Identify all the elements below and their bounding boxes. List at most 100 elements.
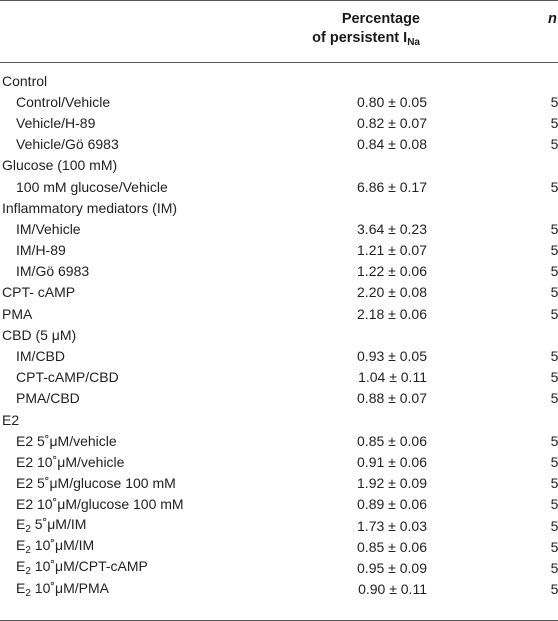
row-n (551, 324, 558, 345)
row-value: 0.90 ± 0.11 (319, 579, 427, 600)
column-header-percentage: Percentage of persistent INa (220, 10, 420, 52)
table-row: Vehicle/Gö 6983 0.84 ± 0.08 5 (0, 134, 558, 155)
group-label: E2 (0, 409, 319, 430)
table-row: E2 5˚μM/vehicle 0.85 ± 0.06 5 (0, 430, 558, 451)
row-value: 1.04 ± 0.11 (319, 367, 427, 388)
group-label: Control (0, 70, 319, 91)
group-label: CBD (5 μM) (0, 324, 319, 345)
row-n: 5 (551, 557, 558, 578)
row-value: 0.88 ± 0.07 (319, 388, 427, 409)
row-n: 5 (551, 218, 558, 239)
row-label: IM/CBD (0, 345, 319, 366)
table-row: E2 10˚μM/PMA 0.90 ± 0.11 5 (0, 579, 558, 600)
row-spacer (427, 367, 551, 388)
row-value: 2.20 ± 0.08 (319, 282, 427, 303)
table-row: E2 10˚μM/IM 0.85 ± 0.06 5 (0, 536, 558, 557)
row-label-rest: 5˚μM/IM (31, 516, 87, 532)
row-value: 0.93 ± 0.05 (319, 345, 427, 366)
row-label: Control/Vehicle (0, 91, 319, 112)
row-label-rest: 10˚μM/PMA (31, 580, 109, 596)
row-n: 5 (551, 134, 558, 155)
column-header-line2-text: of persistent I (312, 30, 407, 46)
row-value: 1.73 ± 0.03 (319, 515, 427, 536)
row-spacer (427, 473, 551, 494)
row-value (319, 155, 427, 176)
row-value: 0.84 ± 0.08 (319, 134, 427, 155)
row-label: E2 10˚μM/vehicle (0, 451, 319, 472)
table-row: CPT- cAMP 2.20 ± 0.08 5 (0, 282, 558, 303)
row-n: 5 (551, 451, 558, 472)
table-row: IM/Vehicle 3.64 ± 0.23 5 (0, 218, 558, 239)
row-value (319, 70, 427, 91)
row-spacer (427, 91, 551, 112)
row-value: 0.89 ± 0.06 (319, 494, 427, 515)
table-rows: Control Control/Vehicle 0.80 ± 0.05 5 Vehicl… (0, 70, 558, 600)
row-spacer (427, 218, 551, 239)
row-label-rest: 10˚μM/CPT-cAMP (31, 558, 148, 574)
row-n: 5 (551, 91, 558, 112)
group-label: CPT- cAMP (0, 282, 319, 303)
row-spacer (427, 134, 551, 155)
table-row: E2 5˚μM/IM 1.73 ± 0.03 5 (0, 515, 558, 536)
row-spacer (427, 430, 551, 451)
row-label: IM/Vehicle (0, 218, 319, 239)
table-row: IM/H-89 1.21 ± 0.07 5 (0, 240, 558, 261)
row-value: 3.64 ± 0.23 (319, 218, 427, 239)
table-row: 100 mM glucose/Vehicle 6.86 ± 0.17 5 (0, 176, 558, 197)
row-n: 5 (551, 176, 558, 197)
row-n: 5 (551, 345, 558, 366)
row-n: 5 (551, 261, 558, 282)
table-row: IM/Gö 6983 1.22 ± 0.06 5 (0, 261, 558, 282)
row-n: 5 (551, 494, 558, 515)
row-spacer (427, 579, 551, 600)
row-n: 5 (551, 282, 558, 303)
row-label: 100 mM glucose/Vehicle (0, 176, 319, 197)
row-spacer (427, 197, 551, 218)
row-spacer (427, 155, 551, 176)
row-n: 5 (551, 430, 558, 451)
table-row: CPT-cAMP/CBD 1.04 ± 0.11 5 (0, 367, 558, 388)
table-row: E2 (0, 409, 558, 430)
row-spacer (427, 409, 551, 430)
row-spacer (427, 324, 551, 345)
row-n: 5 (551, 579, 558, 600)
row-n: 5 (551, 112, 558, 133)
row-label: E2 10˚μM/PMA (0, 579, 319, 600)
group-label: PMA (0, 303, 319, 324)
row-spacer (427, 388, 551, 409)
group-label: Inflammatory mediators (IM) (0, 197, 319, 218)
row-label: PMA/CBD (0, 388, 319, 409)
row-value: 1.92 ± 0.09 (319, 473, 427, 494)
row-n: 5 (551, 515, 558, 536)
row-value: 0.91 ± 0.06 (319, 451, 427, 472)
table-row: PMA 2.18 ± 0.06 5 (0, 303, 558, 324)
row-value: 1.22 ± 0.06 (319, 261, 427, 282)
row-n (551, 155, 558, 176)
row-spacer (427, 261, 551, 282)
table-row: CBD (5 μM) (0, 324, 558, 345)
row-spacer (427, 536, 551, 557)
row-value: 1.21 ± 0.07 (319, 240, 427, 261)
row-spacer (427, 112, 551, 133)
table-row: Vehicle/H-89 0.82 ± 0.07 5 (0, 112, 558, 133)
row-value: 0.80 ± 0.05 (319, 91, 427, 112)
row-n: 5 (551, 388, 558, 409)
column-header-n: n (548, 10, 557, 29)
row-value: 2.18 ± 0.06 (319, 303, 427, 324)
row-label: IM/Gö 6983 (0, 261, 319, 282)
table-row: E2 5˚μM/glucose 100 mM 1.92 ± 0.09 5 (0, 473, 558, 494)
row-n: 5 (551, 536, 558, 557)
row-n (551, 70, 558, 91)
row-label-main: E (16, 558, 25, 574)
row-n (551, 197, 558, 218)
row-label-main: E (16, 580, 25, 596)
row-label-main: E (16, 537, 25, 553)
header-rule (0, 62, 558, 63)
row-spacer (427, 176, 551, 197)
column-header-subscript: Na (407, 37, 420, 48)
row-spacer (427, 70, 551, 91)
row-label: E2 5˚μM/vehicle (0, 430, 319, 451)
row-spacer (427, 494, 551, 515)
row-spacer (427, 345, 551, 366)
